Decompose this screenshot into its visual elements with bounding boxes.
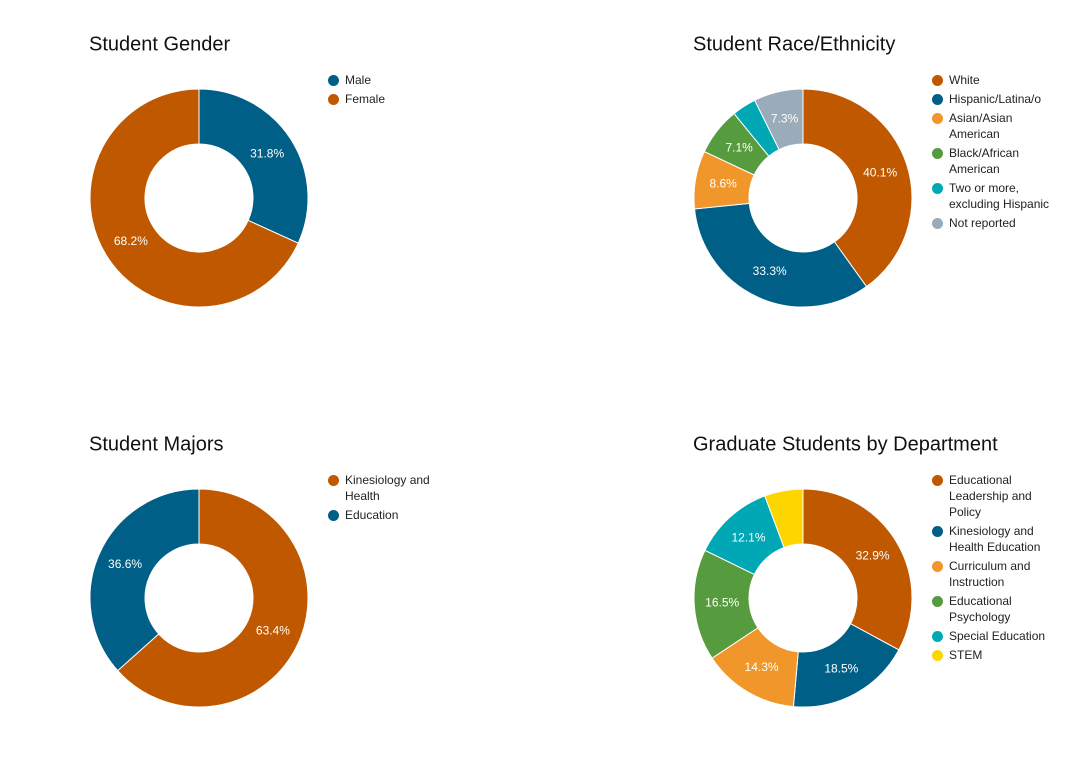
legend-item: Educational Psychology <box>932 593 1053 625</box>
dashboard: Student Gender 31.8% 68.2% Male Female Studen… <box>0 0 1082 708</box>
legend-label: Asian/Asian American <box>949 111 1013 141</box>
donut-slice <box>754 88 804 151</box>
legend-item: White <box>932 72 1053 88</box>
donut-slice <box>198 88 309 244</box>
legend-label: Educational Psychology <box>949 594 1012 624</box>
legend-label: Two or more, excluding Hispanic <box>949 181 1050 211</box>
value-label: 12.1% <box>731 530 765 544</box>
legend-swatch <box>932 182 943 194</box>
legend: Kinesiology and Health Education <box>328 472 449 526</box>
legend-item: Kinesiology and Health Education <box>932 523 1053 555</box>
legend-swatch <box>932 112 943 124</box>
value-label: 68.2% <box>114 234 148 248</box>
value-label: 16.5% <box>705 596 739 610</box>
legend-item: Curriculum and Instruction <box>932 558 1053 590</box>
legend-swatch <box>328 93 339 105</box>
legend: Educational Leadership and Policy Kinesio… <box>932 472 1053 666</box>
legend-swatch <box>932 525 943 537</box>
legend-label: Black/African American <box>949 146 1020 176</box>
legend-label: Kinesiology and Health <box>345 473 430 503</box>
legend-item: Two or more, excluding Hispanic <box>932 180 1053 212</box>
value-label: 33.3% <box>753 264 787 278</box>
chart-title: Student Race/Ethnicity <box>693 33 895 55</box>
legend-swatch <box>932 74 943 86</box>
legend-label: Curriculum and Instruction <box>949 559 1031 589</box>
chart: Student Gender 31.8% 68.2% <box>89 33 309 308</box>
legend: Male Female <box>328 72 449 110</box>
legend-swatch <box>328 474 339 486</box>
value-label: 31.8% <box>250 146 284 160</box>
legend-label: Hispanic/Latina/o <box>949 92 1042 106</box>
chart-title: Student Majors <box>89 433 224 455</box>
legend-item: Education <box>328 507 449 523</box>
chart-title: Graduate Students by Department <box>693 433 998 455</box>
legend-swatch <box>932 93 943 105</box>
legend-item: Hispanic/Latina/o <box>932 91 1053 107</box>
legend-swatch <box>328 509 339 521</box>
legend-swatch <box>932 217 943 229</box>
value-label: 18.5% <box>824 662 858 676</box>
legend-swatch <box>932 595 943 607</box>
legend-label: Special Education <box>949 629 1046 643</box>
value-label: 63.4% <box>256 623 290 637</box>
legend-label: Male <box>345 73 372 87</box>
chart-panel: Student Gender 31.8% 68.2% Male Female <box>0 0 541 369</box>
donut-slice <box>116 488 309 708</box>
legend-swatch <box>932 630 943 642</box>
legend-label: Education <box>345 508 399 522</box>
legend-swatch <box>932 474 943 486</box>
legend-label: Not reported <box>949 216 1016 230</box>
value-label: 40.1% <box>863 165 897 179</box>
legend-swatch <box>328 74 339 86</box>
legend-item: Educational Leadership and Policy <box>932 472 1053 520</box>
legend-swatch <box>932 560 943 572</box>
donut-slice <box>694 202 868 308</box>
value-label: 7.3% <box>771 111 799 125</box>
value-label: 8.6% <box>709 176 737 190</box>
chart-panel: Student Race/Ethnicity 40.1% 33.3% 8.6% 7.1%… <box>604 0 1082 369</box>
legend-item: Kinesiology and Health <box>328 472 449 504</box>
legend-label: Female <box>345 92 386 106</box>
value-label: 7.1% <box>725 140 753 154</box>
value-label: 32.9% <box>856 549 890 563</box>
value-label: 14.3% <box>745 660 779 674</box>
legend-swatch <box>932 147 943 159</box>
legend-item: STEM <box>932 647 1053 663</box>
chart-panel: Graduate Students by Department 32.9% 18.5… <box>604 400 1082 769</box>
chart-panel: Student Majors 63.4% 36.6% Kinesiology and … <box>0 400 541 769</box>
legend-item: Not reported <box>932 215 1053 231</box>
donut-slice <box>802 488 913 651</box>
legend-label: STEM <box>949 648 983 662</box>
legend-item: Special Education <box>932 628 1053 644</box>
legend: White Hispanic/Latina/o Asian/Asian Americ… <box>932 72 1053 234</box>
legend-label: Educational Leadership and Policy <box>949 473 1032 519</box>
donut-slice <box>89 88 299 308</box>
legend-item: Asian/Asian American <box>932 110 1053 142</box>
chart: Student Majors 63.4% 36.6% <box>89 433 309 708</box>
chart: Student Race/Ethnicity 40.1% 33.3% 8.6% 7.1%… <box>693 33 913 308</box>
value-label: 36.6% <box>108 557 142 571</box>
donut-slice <box>89 488 200 672</box>
legend-label: White <box>949 73 980 87</box>
chart: Graduate Students by Department 32.9% 18.5… <box>693 433 998 708</box>
legend-item: Female <box>328 91 449 107</box>
legend-item: Black/African American <box>932 145 1053 177</box>
legend-item: Male <box>328 72 449 88</box>
donut-slice <box>802 88 913 288</box>
chart-title: Student Gender <box>89 33 231 55</box>
donut-slice <box>764 488 804 549</box>
legend-swatch <box>932 649 943 661</box>
legend-label: Kinesiology and Health Education <box>949 524 1041 554</box>
